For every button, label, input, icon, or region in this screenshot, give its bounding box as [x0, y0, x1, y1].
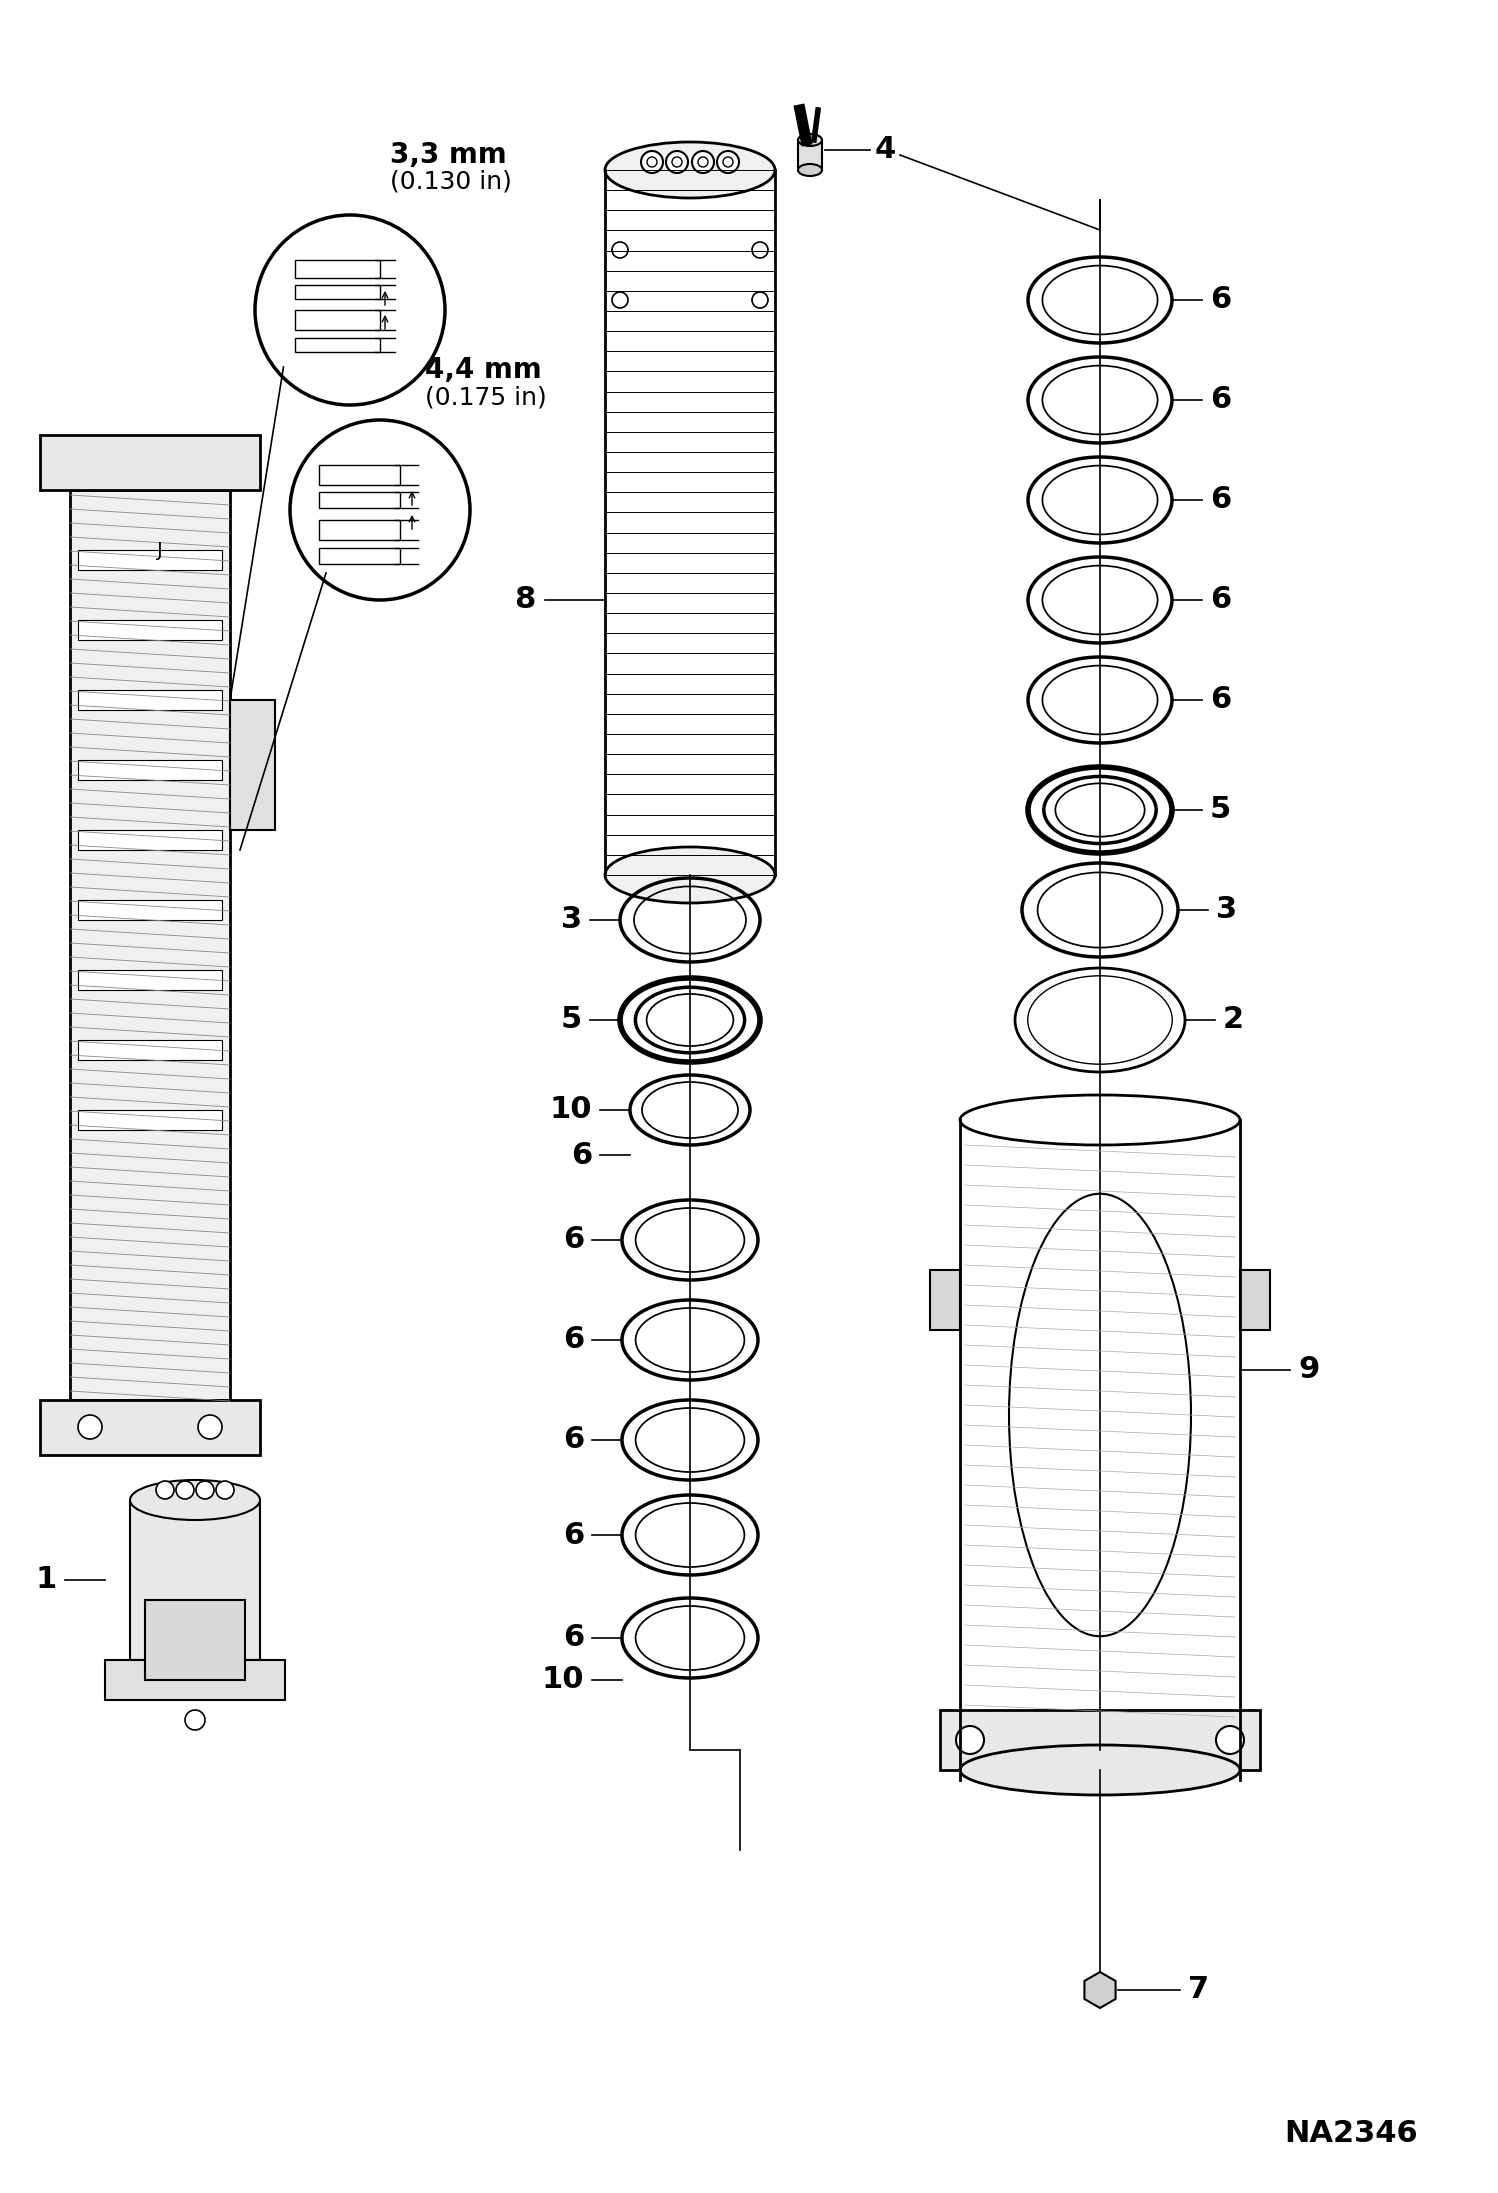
Ellipse shape: [605, 846, 774, 904]
Text: 3: 3: [1216, 895, 1237, 925]
Text: 9: 9: [1297, 1355, 1320, 1384]
Text: 1: 1: [36, 1566, 57, 1594]
Bar: [145, 1601, 246, 1680]
Ellipse shape: [960, 1094, 1240, 1145]
Text: (0.130 in): (0.130 in): [389, 171, 512, 193]
Bar: [930, 1270, 960, 1329]
Text: 5: 5: [1210, 796, 1231, 825]
Text: 6: 6: [563, 1226, 584, 1254]
Bar: [130, 1500, 261, 1660]
Bar: [231, 700, 276, 829]
Ellipse shape: [130, 1480, 261, 1520]
Text: NA2346: NA2346: [1284, 2118, 1419, 2147]
Circle shape: [198, 1414, 222, 1439]
Bar: [295, 285, 380, 298]
Bar: [798, 140, 822, 171]
Circle shape: [184, 1711, 205, 1730]
Circle shape: [291, 421, 470, 601]
Bar: [1240, 1270, 1270, 1329]
Text: 5: 5: [560, 1007, 583, 1035]
Bar: [295, 309, 380, 329]
Bar: [40, 434, 261, 489]
Text: 4,4 mm: 4,4 mm: [425, 355, 542, 384]
Bar: [78, 899, 222, 921]
Circle shape: [641, 151, 664, 173]
Circle shape: [255, 215, 445, 406]
Bar: [319, 491, 400, 509]
Bar: [78, 550, 222, 570]
Polygon shape: [1085, 1972, 1116, 2009]
Ellipse shape: [605, 143, 774, 197]
Bar: [40, 1399, 261, 1454]
Bar: [319, 465, 400, 485]
Text: 10: 10: [550, 1096, 592, 1125]
Ellipse shape: [960, 1746, 1240, 1796]
Bar: [295, 338, 380, 353]
Bar: [78, 829, 222, 851]
Text: 6: 6: [1210, 485, 1231, 515]
Text: 6: 6: [1210, 386, 1231, 414]
Bar: [105, 1660, 285, 1700]
Circle shape: [156, 1480, 174, 1500]
Circle shape: [175, 1480, 195, 1500]
Bar: [78, 1110, 222, 1129]
Text: 4: 4: [875, 136, 896, 164]
Text: 6: 6: [571, 1140, 592, 1169]
Bar: [78, 969, 222, 989]
Text: 7: 7: [1188, 1976, 1209, 2004]
Text: J: J: [157, 539, 163, 559]
Bar: [319, 520, 400, 539]
Circle shape: [692, 151, 715, 173]
Bar: [295, 261, 380, 279]
Bar: [70, 489, 231, 1399]
Ellipse shape: [798, 134, 822, 147]
Bar: [78, 1039, 222, 1059]
Text: 3,3 mm: 3,3 mm: [389, 140, 506, 169]
Text: 6: 6: [563, 1325, 584, 1355]
Text: 2: 2: [1222, 1007, 1245, 1035]
Circle shape: [196, 1480, 214, 1500]
Text: 3: 3: [560, 906, 583, 934]
Text: 6: 6: [563, 1520, 584, 1550]
Circle shape: [1216, 1726, 1243, 1754]
Text: 6: 6: [1210, 586, 1231, 614]
Circle shape: [718, 151, 739, 173]
Text: 6: 6: [563, 1623, 584, 1654]
Text: (0.175 in): (0.175 in): [425, 386, 547, 410]
Bar: [78, 691, 222, 711]
Text: 6: 6: [1210, 285, 1231, 314]
Ellipse shape: [798, 164, 822, 175]
Circle shape: [216, 1480, 234, 1500]
Circle shape: [667, 151, 688, 173]
Circle shape: [956, 1726, 984, 1754]
Text: 6: 6: [1210, 686, 1231, 715]
Circle shape: [78, 1414, 102, 1439]
Bar: [941, 1711, 1260, 1770]
Bar: [78, 761, 222, 781]
Bar: [319, 548, 400, 564]
Text: 8: 8: [514, 586, 535, 614]
Text: 6: 6: [563, 1425, 584, 1454]
Ellipse shape: [1010, 1193, 1191, 1636]
Bar: [78, 621, 222, 640]
Text: 10: 10: [541, 1664, 584, 1695]
